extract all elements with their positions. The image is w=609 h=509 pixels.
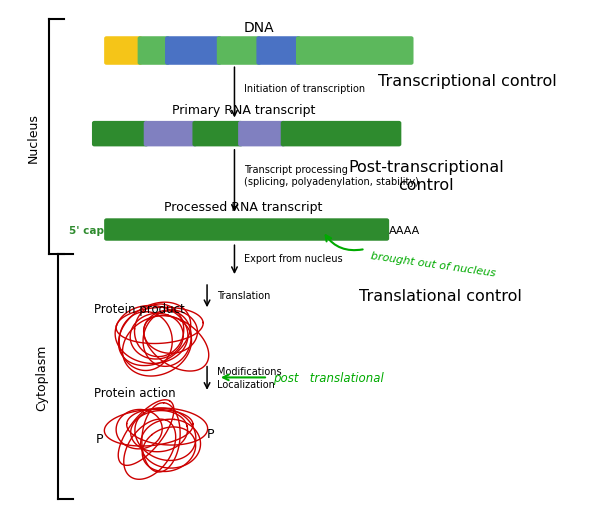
Text: Translational control: Translational control (359, 289, 522, 304)
Text: Protein product: Protein product (94, 303, 185, 316)
FancyBboxPatch shape (138, 37, 170, 66)
Text: AAAA: AAAA (389, 225, 420, 235)
FancyBboxPatch shape (92, 122, 149, 147)
FancyBboxPatch shape (217, 37, 261, 66)
FancyBboxPatch shape (104, 219, 389, 241)
FancyBboxPatch shape (192, 122, 243, 147)
Text: Modifications
Localization: Modifications Localization (217, 366, 281, 389)
Text: Transcript processing
(splicing, polyadenylation, stability): Transcript processing (splicing, polyade… (244, 164, 418, 187)
FancyBboxPatch shape (256, 37, 301, 66)
FancyBboxPatch shape (281, 122, 401, 147)
FancyBboxPatch shape (165, 37, 222, 66)
Text: Cytoplasm: Cytoplasm (35, 344, 48, 410)
FancyBboxPatch shape (296, 37, 414, 66)
Text: Processed RNA transcript: Processed RNA transcript (164, 201, 323, 214)
Text: Protein action: Protein action (94, 387, 176, 400)
Text: Export from nucleus: Export from nucleus (244, 253, 342, 264)
Text: Primary RNA transcript: Primary RNA transcript (172, 104, 315, 117)
Text: post   translational: post translational (273, 371, 384, 384)
FancyBboxPatch shape (144, 122, 197, 147)
Text: 5' cap: 5' cap (69, 225, 104, 235)
Text: brought out of nucleus: brought out of nucleus (370, 250, 496, 278)
FancyBboxPatch shape (238, 122, 286, 147)
Text: Transcriptional control: Transcriptional control (378, 74, 557, 89)
Text: Translation: Translation (217, 290, 270, 300)
Text: Post-transcriptional
control: Post-transcriptional control (348, 160, 504, 193)
Text: Nucleus: Nucleus (27, 112, 40, 162)
Text: P: P (206, 427, 214, 440)
Text: Initiation of transcription: Initiation of transcription (244, 84, 365, 94)
FancyBboxPatch shape (104, 37, 143, 66)
Text: P: P (96, 432, 103, 445)
Text: DNA: DNA (244, 21, 274, 35)
